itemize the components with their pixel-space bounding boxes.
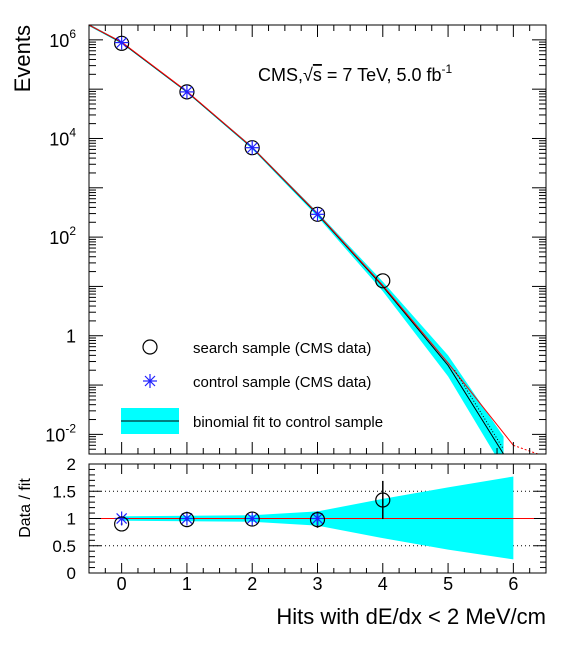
- main-y-tick-exponent: -2: [65, 421, 76, 435]
- x-tick-label: 4: [378, 574, 388, 594]
- annotation-energy: = 7 TeV, 5.0 fb: [322, 65, 442, 85]
- main-y-tick-base: 1: [66, 327, 76, 347]
- main-y-tick-exponent: 6: [69, 27, 76, 41]
- x-tick-label: 1: [182, 574, 192, 594]
- ratio-search-point: [309, 511, 326, 528]
- x-tick-label: 5: [443, 574, 453, 594]
- legend: search sample (CMS data) control sample …: [121, 339, 383, 434]
- annotation-prefix: CMS,: [258, 65, 303, 85]
- x-tick-label: 0: [117, 574, 127, 594]
- legend-marker-control-sample: [143, 374, 157, 388]
- control-sample-point: [114, 35, 129, 50]
- annotation-lumi-exponent: -1: [442, 62, 453, 76]
- ratio-control-point: [245, 511, 260, 526]
- ratio-search-point: [179, 511, 195, 528]
- main-y-tick-exponent: 2: [69, 224, 76, 238]
- main-y-tick-exponent: 4: [69, 125, 76, 139]
- main-y-tick-base: 10: [49, 31, 69, 51]
- x-tick-label: 6: [508, 574, 518, 594]
- annotation-sqrt-s: s: [313, 65, 322, 85]
- main-y-tick-label: 104: [49, 125, 76, 149]
- ratio-search-point: [244, 511, 260, 527]
- legend-label-fit: binomial fit to control sample: [193, 414, 383, 431]
- y-axis-title-events: Events: [10, 25, 35, 92]
- main-y-tick-label: 10-2: [45, 421, 76, 445]
- ratio-panel: 0 1 2 3 4 5 6 0 0.5 1 1.5 2 Data / fit Hits with dE…: [17, 455, 547, 629]
- main-y-tick-base: 10: [49, 228, 69, 248]
- ratio-y-tick-label: 1: [67, 510, 76, 529]
- red-fit-line: [89, 25, 514, 446]
- ratio-control-point: [310, 511, 325, 526]
- main-y-tick-base: 10: [49, 129, 69, 149]
- fit-uncertainty-band: [89, 25, 504, 454]
- ratio-y-tick-label: 2: [67, 455, 76, 474]
- ratio-search-point: [114, 516, 130, 532]
- main-y-tick-label: 1: [66, 327, 76, 347]
- energy-annotation: CMS,√s = 7 TeV, 5.0 fb-1: [258, 62, 452, 85]
- ratio-axes: 0 1 2 3 4 5 6 0 0.5 1 1.5 2: [52, 455, 547, 594]
- ratio-y-tick-label: 0: [67, 564, 76, 583]
- control-sample-point: [245, 140, 260, 155]
- search-sample-point: [375, 273, 391, 289]
- control-sample-point: [310, 207, 325, 222]
- main-y-tick-base: 10: [45, 425, 65, 445]
- legend-label-search-sample: search sample (CMS data): [193, 340, 371, 357]
- y-axis-title-ratio: Data / fit: [17, 478, 34, 538]
- sqrt-symbol: √: [303, 65, 313, 85]
- legend-label-control-sample: control sample (CMS data): [193, 374, 371, 391]
- x-axis-title: Hits with dE/dx < 2 MeV/cm: [276, 604, 546, 629]
- ratio-search-point: [375, 492, 391, 508]
- main-plot-area: [89, 25, 540, 454]
- ratio-y-tick-label: 1.5: [52, 482, 76, 501]
- main-y-tick-label: 106: [49, 27, 76, 51]
- legend-marker-search-sample: [142, 339, 158, 355]
- main-y-tick-label: 102: [49, 224, 76, 248]
- x-tick-label: 2: [247, 574, 257, 594]
- ratio-y-tick-label: 0.5: [52, 537, 76, 556]
- control-sample-point: [179, 84, 194, 99]
- fit-line-extrapolation: [454, 369, 504, 450]
- x-tick-label: 3: [312, 574, 322, 594]
- ratio-plot-area: [89, 476, 546, 560]
- ratio-control-point: [179, 511, 194, 526]
